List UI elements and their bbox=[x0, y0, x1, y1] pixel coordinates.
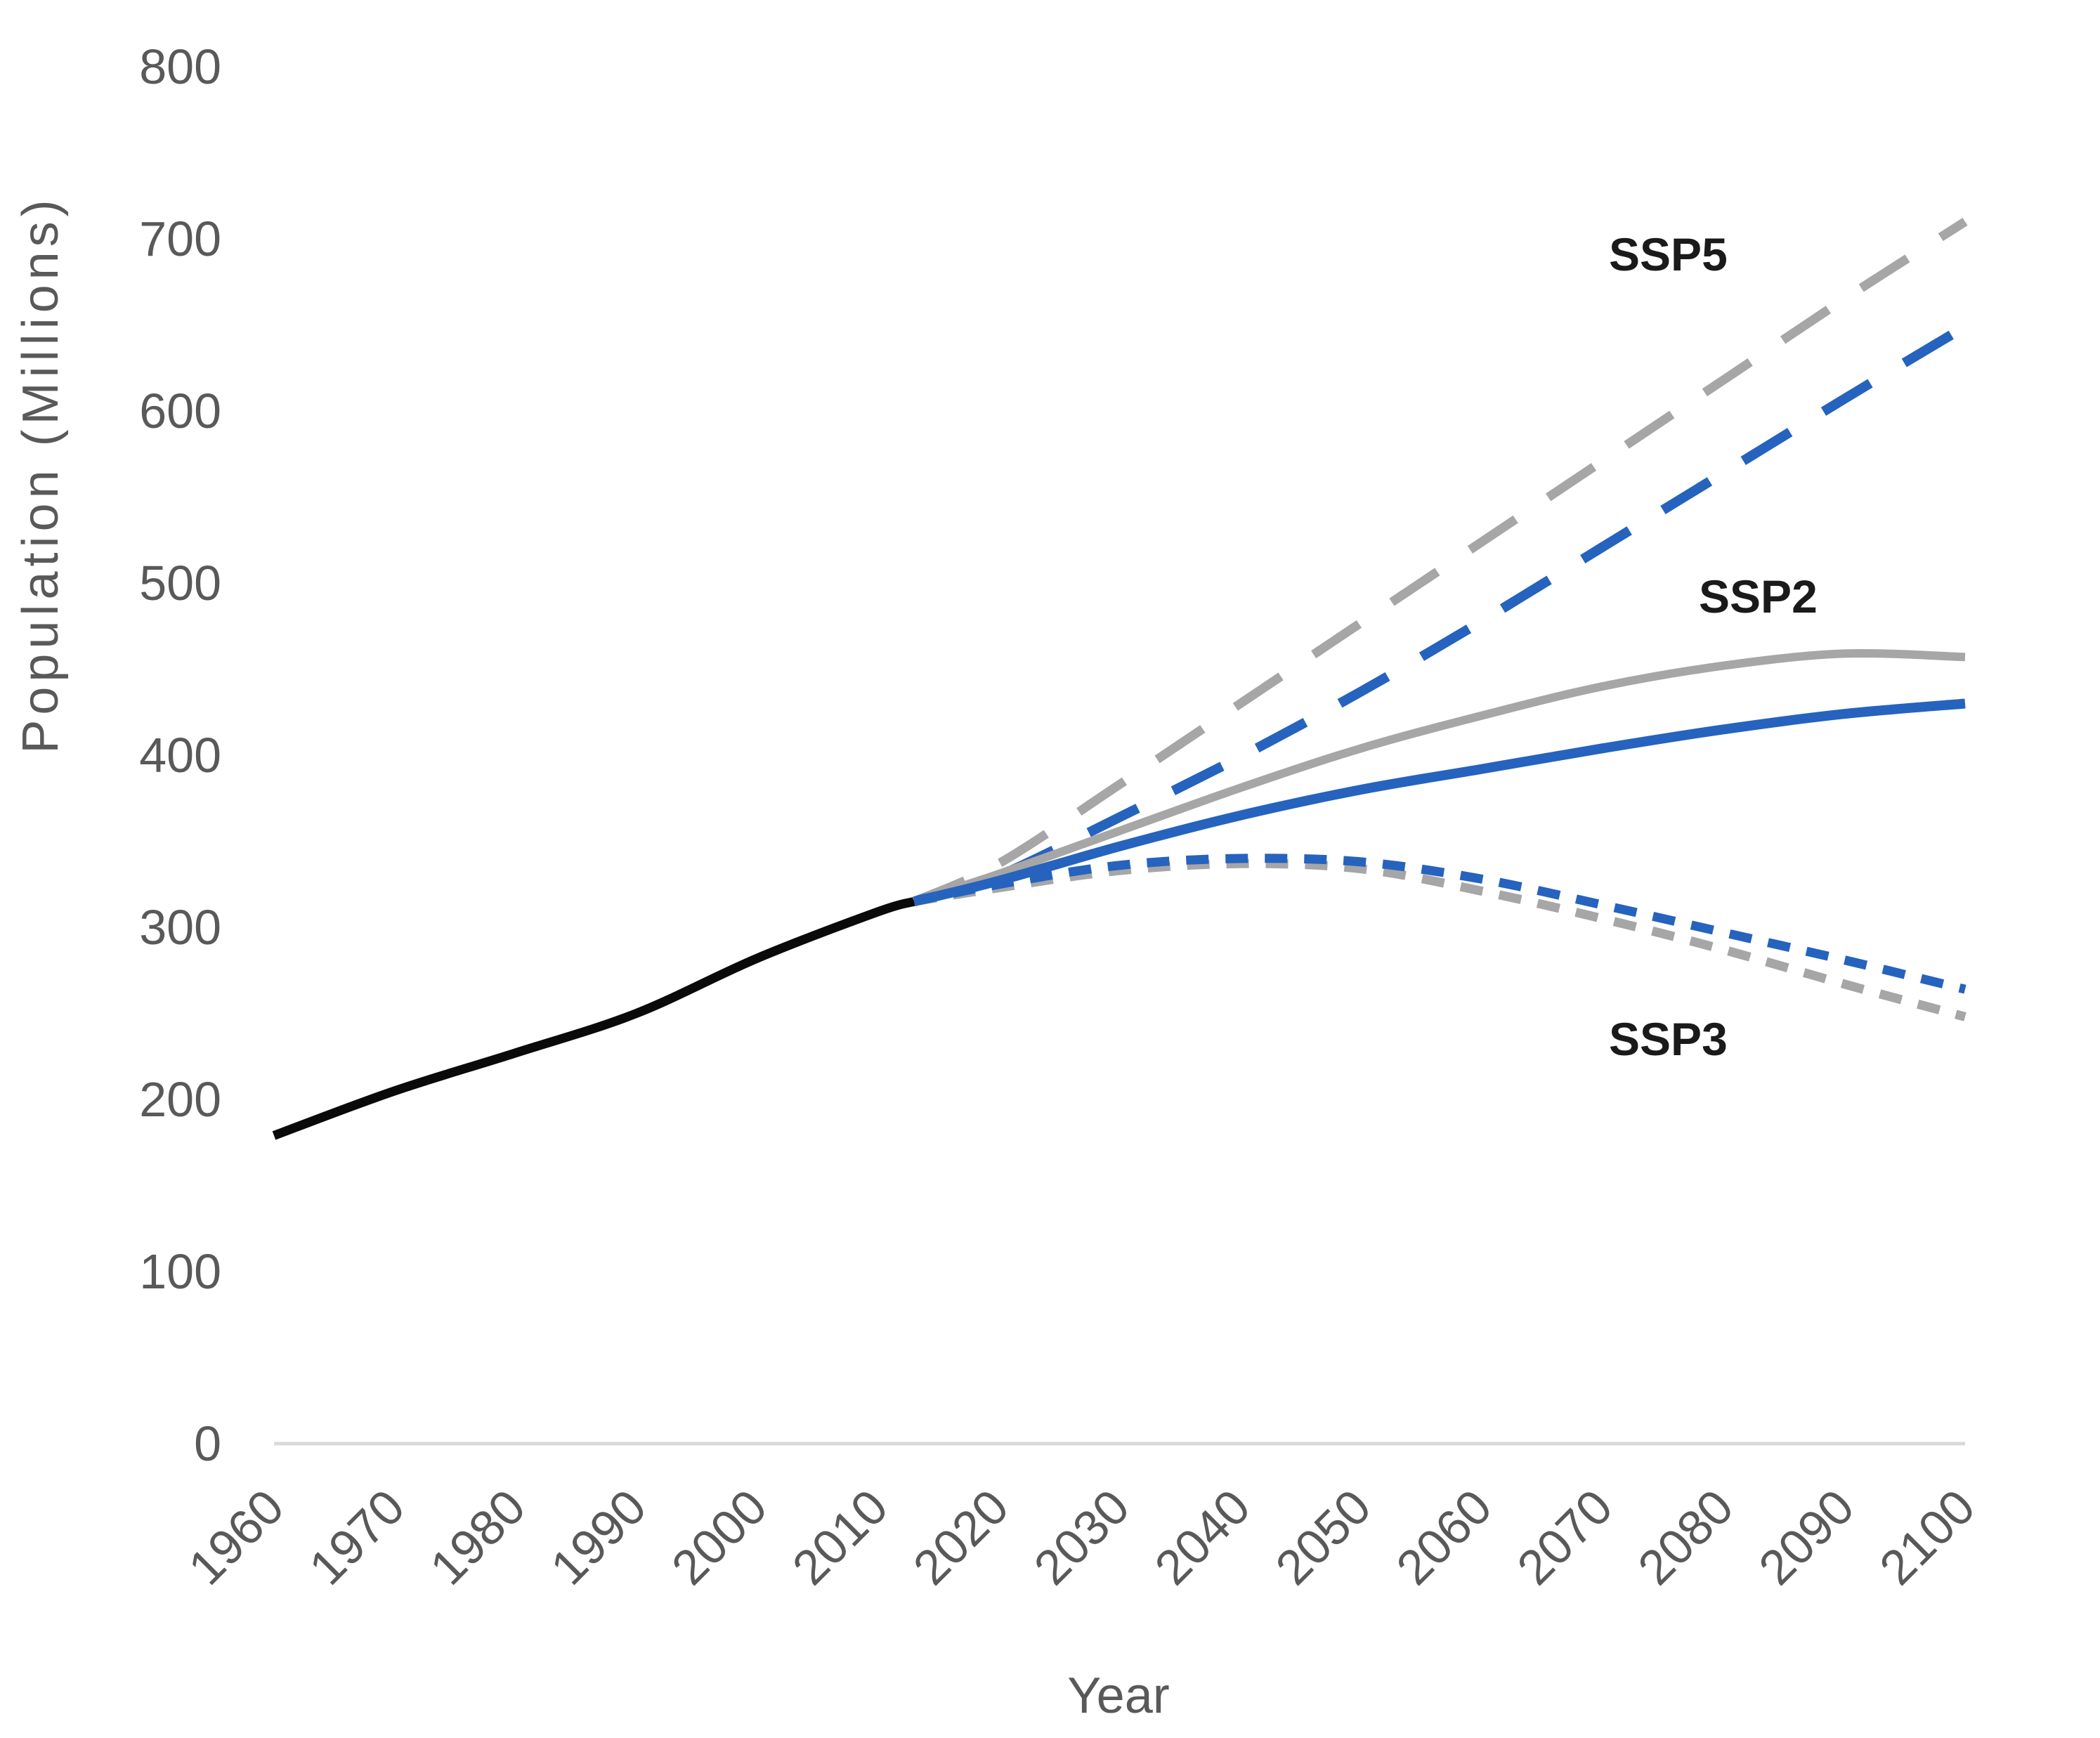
x-tick-label: 2020 bbox=[903, 1479, 1019, 1595]
x-tick-label: 2000 bbox=[661, 1479, 777, 1595]
x-tick-label: 2040 bbox=[1144, 1479, 1260, 1595]
x-tick-label: 1980 bbox=[419, 1479, 535, 1595]
y-tick-label: 700 bbox=[139, 211, 221, 266]
series-line-ssp5-blue bbox=[913, 322, 1968, 906]
x-tick-label: 2050 bbox=[1265, 1479, 1381, 1595]
y-axis-title: Population (Millions) bbox=[13, 195, 69, 753]
y-tick-label: 100 bbox=[139, 1244, 221, 1299]
y-axis-tick-labels: 0 100 200 300 400 500 600 700 800 bbox=[139, 39, 221, 1471]
series-label-ssp5: SSP5 bbox=[1609, 228, 1728, 280]
series-line-ssp3-blue bbox=[913, 854, 1967, 994]
series-line-ssp3-gray bbox=[913, 858, 1967, 1021]
y-tick-label: 800 bbox=[139, 39, 221, 94]
series-line-ssp2-blue bbox=[913, 698, 1966, 907]
series-line-ssp5-gray bbox=[912, 218, 1968, 906]
series-lines bbox=[272, 218, 1968, 1140]
y-tick-label: 0 bbox=[194, 1416, 221, 1471]
x-tick-label: 1960 bbox=[178, 1479, 294, 1595]
series-label-ssp2: SSP2 bbox=[1699, 570, 1818, 622]
x-tick-label: 2070 bbox=[1507, 1479, 1623, 1595]
y-tick-label: 400 bbox=[139, 728, 221, 783]
x-tick-label: 1990 bbox=[540, 1479, 656, 1595]
x-tick-label: 2080 bbox=[1627, 1479, 1743, 1595]
x-tick-label: 2060 bbox=[1386, 1479, 1502, 1595]
y-tick-label: 200 bbox=[139, 1072, 221, 1127]
y-tick-label: 500 bbox=[139, 556, 221, 610]
y-tick-label: 600 bbox=[139, 384, 221, 438]
x-tick-label: 2090 bbox=[1748, 1479, 1864, 1595]
x-tick-label: 2100 bbox=[1869, 1479, 1985, 1595]
x-tick-label: 2010 bbox=[782, 1479, 898, 1595]
x-tick-label: 1970 bbox=[299, 1479, 415, 1595]
x-tick-label: 2030 bbox=[1024, 1479, 1140, 1595]
x-axis-title: Year bbox=[1067, 1668, 1169, 1724]
x-axis-tick-labels: 1960 1970 1980 1990 2000 2010 2020 2030 2040 2050… bbox=[178, 1479, 1985, 1595]
y-tick-label: 300 bbox=[139, 900, 221, 955]
series-line-ssp2-gray bbox=[913, 648, 1966, 906]
series-label-ssp3: SSP3 bbox=[1609, 1013, 1728, 1065]
series-line-historical bbox=[272, 896, 915, 1140]
